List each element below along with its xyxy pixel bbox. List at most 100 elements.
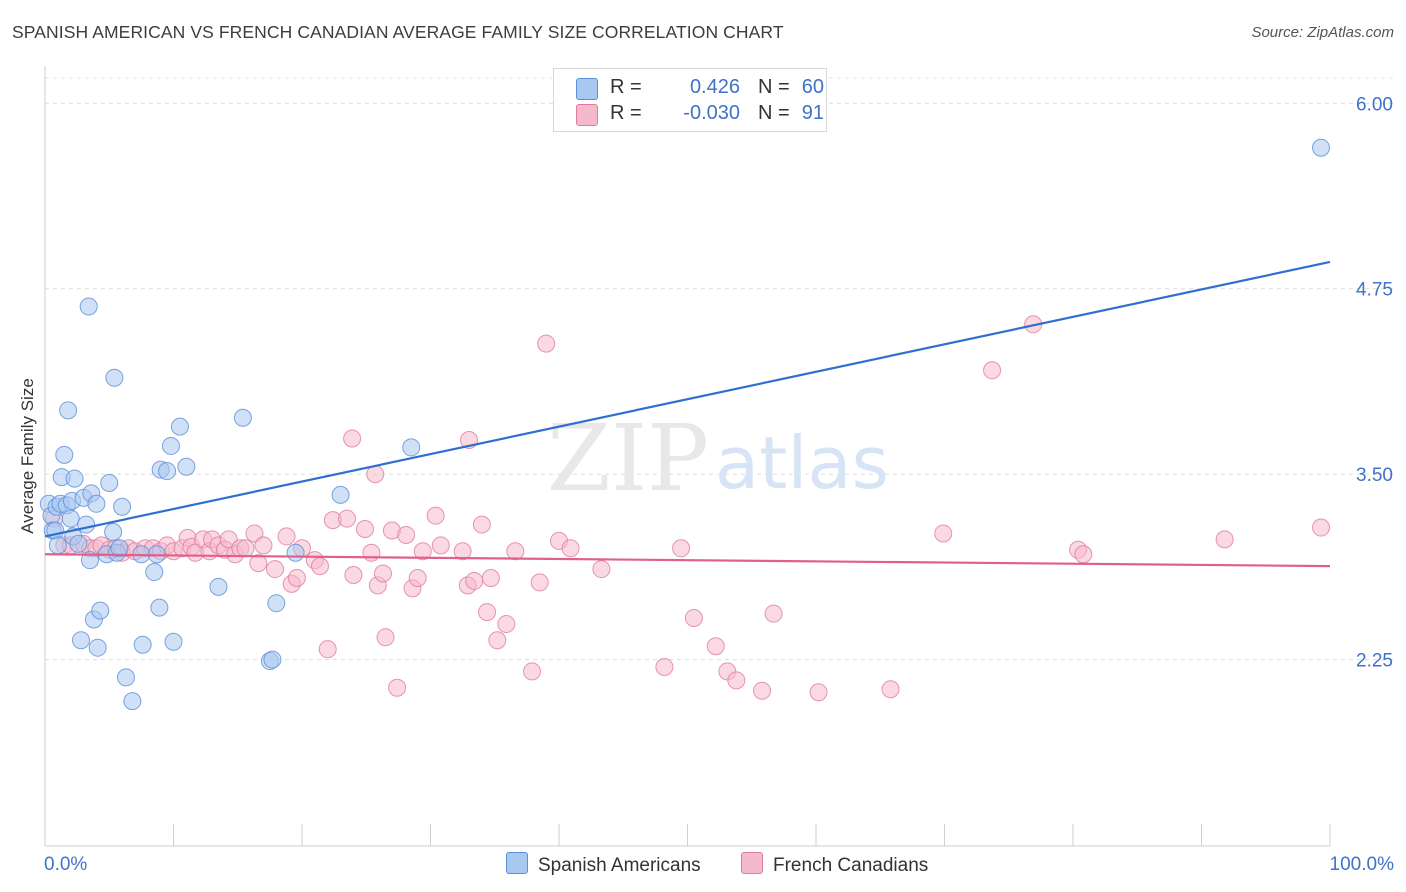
spanish-americans-point-44 [170,417,189,436]
spanish-americans-point-45 [177,457,196,476]
french-canadians-point-59 [453,542,472,561]
legend-r-label: R = [610,76,642,98]
french-canadians-point-53 [397,525,416,544]
french-canadians-point-62 [465,571,484,590]
french-canadians-point-75 [655,657,674,676]
correlation-legend: R = 0.426 N = 60 R = -0.030 N = 91 [553,68,827,132]
spanish-americans-point-14 [65,469,84,488]
french-canadians-point-89 [1074,545,1093,564]
spanish-americans-point-8 [55,445,74,464]
chart-title: SPANISH AMERICAN VS FRENCH CANADIAN AVER… [12,22,784,42]
watermark: ZIP atlas [547,405,889,512]
legend-n-value: 60 [801,76,824,98]
legend-swatch-french-canadians [576,104,598,126]
legend-n-value: 91 [801,102,824,124]
series-label-french-canadians: French Canadians [773,855,929,876]
axes [44,66,1331,847]
french-canadians-point-45 [355,520,374,539]
spanish-americans-point-25 [91,601,110,620]
french-canadians-point-84 [881,680,900,699]
french-canadians-point-69 [523,662,542,681]
french-canadians-point-56 [413,542,432,561]
spanish-americans-point-29 [105,368,124,387]
french-canadians-point-66 [488,631,507,650]
spanish-americans-point-43 [164,632,183,651]
spanish-americans-point-31 [110,539,129,558]
series-label-spanish-americans: Spanish Americans [538,855,701,876]
spanish-americans-points [39,138,1331,711]
spanish-americans-point-24 [88,638,107,657]
french-canadians-point-49 [373,564,392,583]
watermark-atlas: atlas [715,421,889,505]
spanish-americans-point-18 [77,515,96,534]
spanish-americans-point-16 [71,631,90,650]
spanish-americans-point-41 [158,462,177,481]
y-tick-label-1: 3.50 [1356,465,1393,486]
french-canadians-point-77 [684,609,703,628]
y-tick-label-3: 6.00 [1356,94,1393,115]
french-canadians-point-80 [727,671,746,690]
french-canadians-point-39 [310,557,329,576]
trend-lines [44,260,1331,568]
french-canadians-trend-line [44,553,1331,568]
y-axis-label: Average Family Size [18,378,37,534]
spanish-americans-point-50 [267,594,286,613]
french-canadians-point-46 [362,543,381,562]
spanish-americans-point-10 [59,401,78,420]
spanish-americans-point-33 [116,668,135,687]
french-canadians-point-74 [592,560,611,579]
x-tick-label-1: 100.0% [1330,854,1395,875]
x-tick-label-0: 0.0% [44,854,87,875]
spanish-americans-point-46 [209,577,228,596]
series-swatch-spanish-americans [506,852,528,874]
french-canadians-point-90 [1215,530,1234,549]
french-canadians-point-52 [388,678,407,697]
spanish-americans-point-20 [80,551,99,570]
legend-n-label: N = [758,76,790,98]
legend-r-label: R = [610,102,642,124]
legend-r-value: -0.030 [683,102,740,124]
french-canadians-point-32 [254,536,273,555]
french-canadians-point-29 [236,539,255,558]
french-canadians-point-33 [266,560,285,579]
spanish-americans-point-23 [87,494,106,513]
french-canadians-point-67 [497,614,516,633]
french-canadians-point-82 [764,604,783,623]
french-canadians-point-50 [376,628,395,647]
french-canadians-point-78 [706,637,725,656]
french-canadians-point-55 [408,568,427,587]
source-credit: Source: ZipAtlas.com [1251,24,1394,41]
tick-labels: 2.25 3.50 4.75 6.00 0.0% 100.0% [44,94,1394,875]
french-canadians-point-43 [343,429,362,448]
y-tick-label-2: 4.75 [1356,280,1393,301]
french-canadians-point-31 [249,554,268,573]
spanish-americans-point-36 [133,635,152,654]
spanish-americans-point-28 [104,522,123,541]
legend-swatch-spanish-americans [576,78,598,100]
series-legend-french-canadians: French Canadians [741,852,928,877]
legend-r-value: 0.426 [689,76,740,98]
spanish-americans-point-47 [233,408,252,427]
spanish-americans-trend-line [44,260,1331,538]
french-canadians-point-68 [506,542,525,561]
spanish-americans-point-53 [402,438,421,457]
watermark-zip: ZIP [547,405,709,512]
spanish-americans-point-39 [150,598,169,617]
series-swatch-french-canadians [741,852,763,874]
gridlines [45,77,1395,661]
spanish-americans-point-27 [100,474,119,493]
french-canadians-point-76 [672,539,691,558]
spanish-americans-point-5 [48,536,67,555]
y-tick-label-0: 2.25 [1356,651,1393,672]
french-canadians-point-71 [537,334,556,353]
french-canadians-point-91 [1312,518,1331,537]
french-canadians-point-63 [472,515,491,534]
french-canadians-point-44 [344,566,363,585]
spanish-americans-point-34 [123,692,142,711]
spanish-americans-point-11 [61,509,80,528]
spanish-americans-point-37 [145,563,164,582]
spanish-americans-point-52 [331,485,350,504]
legend-n-label: N = [758,102,790,124]
french-canadians-point-70 [530,573,549,592]
